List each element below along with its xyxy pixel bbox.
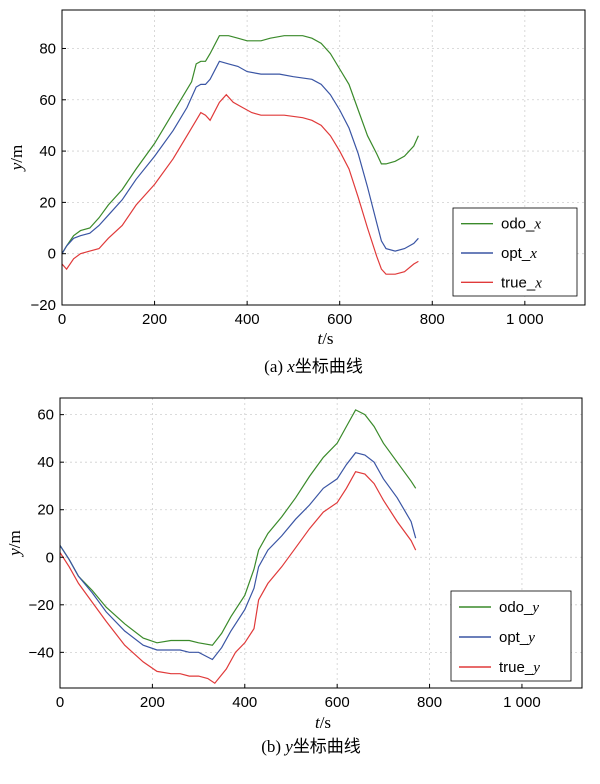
plot-frame xyxy=(61,9,586,306)
y-tick-label: 20 xyxy=(39,194,56,211)
x-tick-label: 800 xyxy=(420,311,445,328)
y-tick-label: 60 xyxy=(37,407,54,424)
legend-label: odo_x xyxy=(501,216,541,233)
legend-box xyxy=(450,590,572,682)
y-tick-label: 60 xyxy=(39,92,56,109)
series-line-true-x xyxy=(62,93,419,275)
y-tick-label: 40 xyxy=(39,143,56,160)
legend-label: true_x xyxy=(501,274,542,291)
y-tick-label: 0 xyxy=(46,549,54,566)
x-tick-label: 800 xyxy=(417,694,442,711)
legend-label: odo_y xyxy=(499,599,539,616)
y-tick-label: −20 xyxy=(29,597,54,614)
series-line-odo-x xyxy=(62,35,419,255)
x-tick-label: 1 000 xyxy=(506,311,544,328)
x-tick-label: 0 xyxy=(58,311,66,328)
x-tick-label: 600 xyxy=(325,694,350,711)
legend-label: opt_y xyxy=(499,629,535,646)
series-line-opt-y xyxy=(60,452,417,661)
y-tick-label: −20 xyxy=(31,297,56,314)
y-tick-label: 20 xyxy=(37,502,54,519)
legend: odo_y opt_y true_y xyxy=(450,590,572,682)
y-tick-label: −40 xyxy=(29,644,54,661)
x-axis-label: t/s xyxy=(315,713,331,732)
series-line-odo-y xyxy=(60,409,417,646)
x-axis-label: t/s xyxy=(317,329,333,348)
x-tick-label: 400 xyxy=(232,694,257,711)
series-line-opt-x xyxy=(62,60,419,255)
x-tick-label: 1 000 xyxy=(503,694,541,711)
legend: odo_x opt_x true_x xyxy=(452,207,578,297)
y-tick-label: 80 xyxy=(39,40,56,57)
legend-label: opt_x xyxy=(501,245,537,262)
x-tick-label: 0 xyxy=(56,694,64,711)
x-tick-label: 200 xyxy=(142,311,167,328)
y-axis-label: y/m xyxy=(7,145,26,173)
series-line-true-y xyxy=(60,471,417,685)
chart-panel-1: 0 200 400 600 800 1 000−20020406080t/sy/m(a) … xyxy=(7,9,586,376)
x-tick-label: 200 xyxy=(140,694,165,711)
chart-panel-2: 0 200 400 600 800 1 000 −40 −20 0 20 40 60 t/s y/m (b)… xyxy=(5,397,583,756)
x-tick-label: 400 xyxy=(235,311,260,328)
plot-frame xyxy=(59,397,583,689)
figure-caption: (a) x坐标曲线 xyxy=(264,357,363,376)
y-axis-label: y/m xyxy=(5,530,24,558)
legend-box xyxy=(452,207,578,297)
y-tick-label: 0 xyxy=(48,246,56,263)
y-tick-label: 40 xyxy=(37,454,54,471)
legend-label: true_y xyxy=(499,659,540,676)
figure-caption: (b) y坐标曲线 xyxy=(261,737,361,756)
x-tick-label: 600 xyxy=(327,311,352,328)
